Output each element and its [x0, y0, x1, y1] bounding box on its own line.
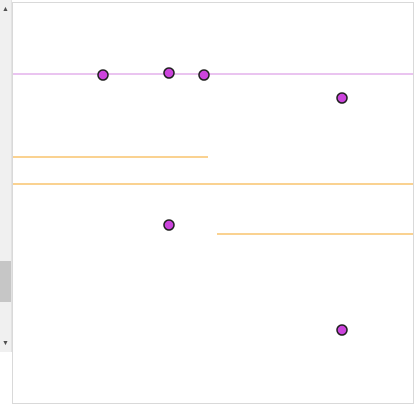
drawing-canvas[interactable]	[12, 2, 414, 404]
point-2[interactable]	[163, 67, 175, 79]
canvas-svg	[13, 67, 413, 336]
point-5[interactable]	[163, 219, 175, 231]
point-3[interactable]	[198, 69, 210, 81]
scroll-up-icon[interactable]: ▲	[2, 5, 9, 13]
scroll-thumb[interactable]	[0, 261, 11, 302]
point-6[interactable]	[336, 324, 348, 336]
vertical-scrollbar[interactable]: ▲ ▼	[0, 0, 12, 352]
point-4[interactable]	[336, 92, 348, 104]
point-1[interactable]	[97, 69, 109, 81]
scroll-down-icon[interactable]: ▼	[2, 339, 9, 347]
